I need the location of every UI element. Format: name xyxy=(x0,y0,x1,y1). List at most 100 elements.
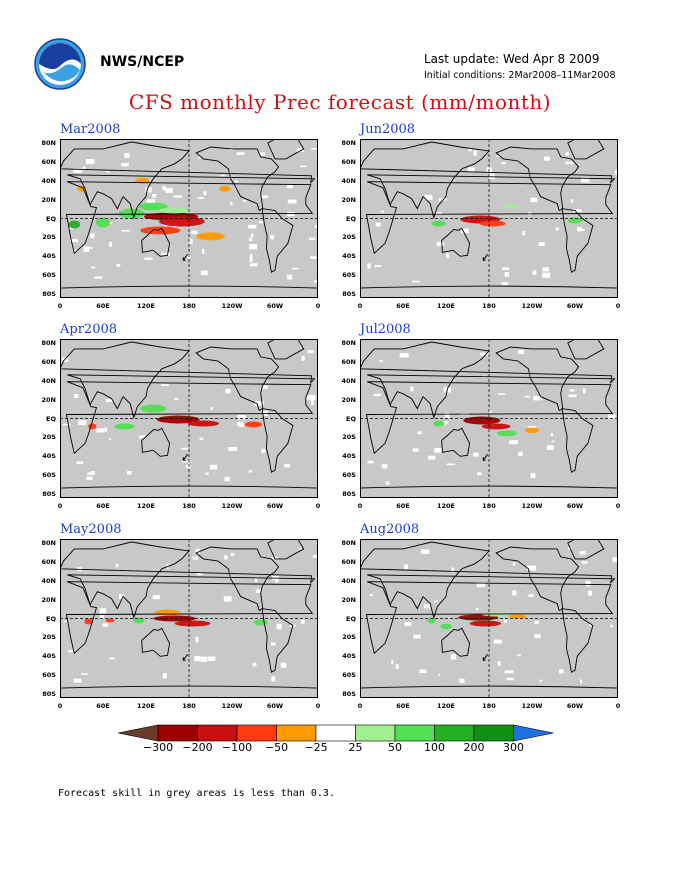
lat-tick-label: 40N xyxy=(341,176,357,185)
lon-tick-label: 0 xyxy=(615,502,621,510)
lat-tick-label: 40N xyxy=(41,176,57,185)
map-panel-aug: 80N 60N 40N 20N EQ 20S 40S 60S 80S 0 60E 120E 180 120… xyxy=(342,539,620,710)
panel-title-jun: Jun2008 xyxy=(360,122,416,137)
lon-tick-label: 180 xyxy=(182,702,196,710)
lat-tick-label: 40S xyxy=(42,652,56,661)
lon-tick-label: 0 xyxy=(57,702,63,710)
lat-tick-label: EQ xyxy=(46,614,56,623)
lat-tick-label: 20S xyxy=(42,233,56,242)
lon-tick-label: 120E xyxy=(136,302,156,310)
colorbar-segment xyxy=(197,724,238,742)
lat-tick-label: 20S xyxy=(342,433,356,442)
lat-tick-label: 80S xyxy=(342,690,356,698)
map-panel-apr: 80N 60N 40N 20N EQ 20S 40S 60S 80S 0 60E 120E 180 120… xyxy=(42,339,320,510)
lon-tick-label: 120E xyxy=(136,502,156,510)
world-map xyxy=(360,539,618,698)
colorbar-label: 200 xyxy=(463,741,485,754)
map-panel-may: 80N 60N 40N 20N EQ 20S 40S 60S 80S 0 60E 120E 180 120… xyxy=(42,539,320,710)
lat-tick-label: 80S xyxy=(342,290,356,298)
lon-tick-label: 60E xyxy=(96,702,110,710)
lon-tick-label: 60E xyxy=(396,302,410,310)
lon-tick-label: 60W xyxy=(266,502,284,510)
colorbar-label: −300 xyxy=(142,741,174,754)
colorbar-segment xyxy=(355,724,396,742)
lat-tick-label: 60N xyxy=(341,357,357,366)
lat-tick-label: 40S xyxy=(342,252,356,261)
lon-tick-label: 60W xyxy=(566,502,584,510)
lon-tick-label: 60E xyxy=(96,302,110,310)
lon-tick-label: 0 xyxy=(315,502,321,510)
lon-tick-label: 180 xyxy=(182,302,196,310)
initial-conditions: Initial conditions: 2Mar2008–11Mar2008 xyxy=(424,70,616,81)
lat-tick-label: 40N xyxy=(41,576,57,585)
lat-tick-label: 80S xyxy=(42,690,56,698)
lat-tick-label: 20S xyxy=(42,433,56,442)
colorbar-label: 50 xyxy=(388,741,402,754)
lat-tick-label: EQ xyxy=(46,414,56,423)
lat-tick-label: 60S xyxy=(42,671,56,680)
page-title: CFS monthly Prec forecast (mm/month) xyxy=(128,90,552,114)
colorbar-label: 100 xyxy=(424,741,445,754)
lat-tick-label: 40S xyxy=(342,452,356,461)
lat-tick-label: 80N xyxy=(41,539,57,547)
lat-tick-label: 80N xyxy=(341,339,357,347)
lat-tick-label: 40S xyxy=(42,452,56,461)
colorbar-label: 300 xyxy=(503,741,524,754)
lat-tick-label: EQ xyxy=(346,414,356,423)
lon-tick-label: 180 xyxy=(182,502,196,510)
lat-tick-label: 20N xyxy=(341,395,357,404)
lat-tick-label: 40N xyxy=(341,576,357,585)
lon-tick-label: 120E xyxy=(436,302,456,310)
lon-tick-label: 180 xyxy=(482,302,496,310)
map-panel-mar: 80N 60N 40N 20N EQ 20S 40S 60S 80S 0 60E 120E 180 120… xyxy=(42,139,320,310)
lon-tick-label: 0 xyxy=(315,702,321,710)
lon-tick-label: 0 xyxy=(357,502,363,510)
colorbar-segment xyxy=(157,724,198,742)
lat-tick-label: 80N xyxy=(41,139,57,147)
colorbar-segment xyxy=(276,724,317,742)
lat-tick-label: 40S xyxy=(342,652,356,661)
colorbar-segment xyxy=(118,724,159,742)
lat-tick-label: 60N xyxy=(341,157,357,166)
map-panel-jun: 80N 60N 40N 20N EQ 20S 40S 60S 80S 0 60E 120E 180 120… xyxy=(342,139,620,310)
lon-tick-label: 0 xyxy=(57,302,63,310)
lon-tick-label: 0 xyxy=(57,502,63,510)
world-map xyxy=(360,139,618,298)
panel-title-mar: Mar2008 xyxy=(60,122,121,137)
lon-tick-label: 180 xyxy=(482,502,496,510)
lat-tick-label: 60S xyxy=(42,471,56,480)
lat-tick-label: 80N xyxy=(41,339,57,347)
lon-tick-label: 60W xyxy=(566,702,584,710)
lat-tick-label: 20S xyxy=(42,633,56,642)
panel-title-jul: Jul2008 xyxy=(360,322,411,337)
lon-tick-label: 120W xyxy=(521,302,543,310)
colorbar-label: −100 xyxy=(221,741,253,754)
noaa-logo-icon xyxy=(34,38,86,90)
panel-title-may: May2008 xyxy=(60,522,122,537)
world-map xyxy=(360,339,618,498)
lat-tick-label: 60N xyxy=(341,557,357,566)
lat-tick-label: 60S xyxy=(342,471,356,480)
lon-tick-label: 120E xyxy=(436,502,456,510)
lat-tick-label: 80S xyxy=(42,290,56,298)
colorbar-segment xyxy=(434,724,475,742)
lat-tick-label: 60S xyxy=(342,671,356,680)
lon-tick-label: 120W xyxy=(221,302,243,310)
lat-tick-label: 40N xyxy=(341,376,357,385)
colorbar-label: −25 xyxy=(304,741,328,754)
panel-title-apr: Apr2008 xyxy=(60,322,118,337)
lat-tick-label: 20N xyxy=(41,595,57,604)
lat-tick-label: 20N xyxy=(341,195,357,204)
world-map xyxy=(60,539,318,698)
colorbar-label: −200 xyxy=(182,741,213,754)
lat-tick-label: 80S xyxy=(342,490,356,498)
map-panel-jul: 80N 60N 40N 20N EQ 20S 40S 60S 80S 0 60E 120E 180 120… xyxy=(342,339,620,510)
lat-tick-label: 80S xyxy=(42,490,56,498)
colorbar-label: 25 xyxy=(348,741,363,754)
colorbar-segment xyxy=(236,724,277,742)
lat-tick-label: 60S xyxy=(342,271,356,280)
lon-tick-label: 120W xyxy=(521,502,543,510)
lon-tick-label: 180 xyxy=(482,702,496,710)
lat-tick-label: 60N xyxy=(41,357,57,366)
lon-tick-label: 120E xyxy=(136,702,156,710)
